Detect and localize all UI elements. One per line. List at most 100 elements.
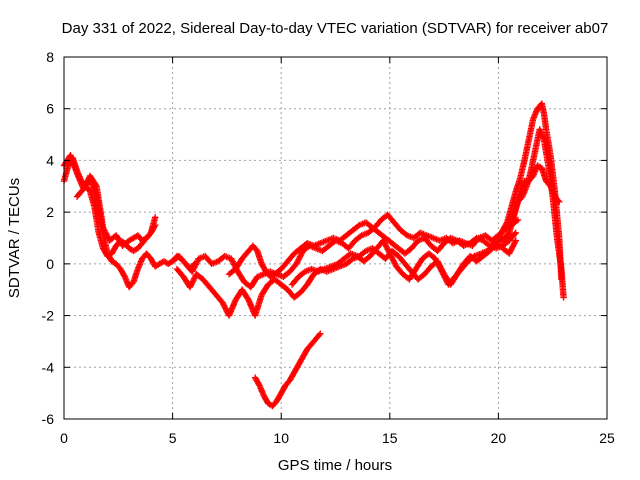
data-point — [383, 244, 391, 251]
data-point — [434, 259, 441, 267]
data-point — [384, 246, 391, 253]
data-point — [556, 198, 563, 205]
series-track-6 — [225, 219, 519, 280]
data-point — [560, 294, 567, 301]
data-point — [386, 250, 393, 257]
x-tick-label: 25 — [599, 430, 615, 446]
data-point — [192, 261, 199, 268]
y-tick-label: 0 — [46, 256, 54, 272]
x-tick-label: 20 — [491, 430, 507, 446]
data-point — [554, 197, 562, 204]
data-point — [293, 260, 300, 268]
data-point — [228, 255, 235, 262]
data-point — [438, 266, 445, 274]
data-point — [294, 257, 302, 265]
y-tick-label: 8 — [46, 49, 54, 65]
data-point — [512, 229, 519, 237]
data-point — [508, 244, 516, 251]
x-tick-label: 0 — [60, 430, 68, 446]
data-point — [220, 300, 227, 308]
data-point — [439, 269, 446, 277]
data-point — [391, 260, 399, 267]
data-point — [511, 238, 519, 246]
data-point — [293, 259, 301, 266]
data-point — [219, 299, 226, 306]
data-point — [441, 274, 449, 281]
data-point — [186, 283, 194, 291]
series-track-8 — [251, 330, 324, 410]
data-point — [228, 256, 236, 264]
data-point — [385, 248, 393, 256]
data-point — [220, 302, 228, 309]
axis-ticks: 0 5 10 15 20 25 -6 -4 -2 0 2 4 6 8 — [42, 49, 615, 446]
data-point — [438, 268, 446, 275]
data-point — [316, 331, 323, 339]
y-tick-label: -6 — [42, 411, 55, 427]
data-point — [435, 262, 443, 270]
x-tick-label: 15 — [382, 430, 398, 446]
data-point — [194, 258, 201, 265]
chart-title: Day 331 of 2022, Sidereal Day-to-day VTE… — [62, 20, 609, 37]
data-point — [389, 256, 396, 263]
data-point — [443, 277, 450, 284]
data-point — [387, 251, 394, 259]
data-point — [388, 254, 396, 262]
data-point — [229, 258, 236, 265]
data-point — [191, 275, 198, 282]
series-track-4 — [169, 211, 522, 291]
data-point — [189, 278, 197, 285]
data-point — [435, 261, 442, 268]
series-track-5 — [173, 237, 519, 319]
data-point — [189, 266, 197, 274]
x-tick-label: 10 — [273, 430, 289, 446]
data-point — [508, 246, 515, 253]
data-point — [432, 256, 440, 264]
data-point — [381, 240, 388, 247]
data-point — [190, 276, 197, 284]
data-point — [506, 248, 514, 256]
data-point — [298, 250, 305, 258]
y-tick-label: 6 — [46, 101, 54, 117]
x-tick-label: 5 — [169, 430, 177, 446]
data-point — [388, 253, 395, 260]
plot-frame — [63, 56, 608, 420]
data-point — [511, 240, 518, 247]
data-point — [296, 254, 303, 262]
data-point — [506, 250, 513, 257]
data-point — [509, 243, 517, 250]
data-point — [380, 238, 388, 246]
data-point — [390, 258, 398, 266]
data-point — [382, 241, 389, 249]
data-point — [188, 268, 196, 275]
data-point — [297, 252, 304, 259]
data-point — [437, 265, 444, 272]
data-point — [442, 275, 449, 282]
data-point — [187, 282, 194, 289]
series-track-2 — [60, 152, 159, 249]
data-point — [296, 253, 304, 260]
data-point — [222, 305, 229, 312]
data-point — [507, 247, 514, 254]
data-point — [380, 237, 387, 244]
data-point — [433, 258, 441, 265]
data-point — [230, 259, 237, 267]
data-point — [191, 264, 198, 271]
y-tick-label: -4 — [42, 359, 55, 375]
data-point — [221, 303, 228, 311]
y-axis-label: SDTVAR / TECUs — [6, 178, 23, 298]
y-tick-label: 2 — [46, 204, 54, 220]
data-point — [191, 262, 199, 270]
data-point — [432, 255, 439, 262]
data-point — [512, 237, 519, 244]
data-points — [60, 100, 567, 410]
data-point — [188, 281, 195, 288]
y-tick-label: 4 — [46, 152, 54, 168]
data-point — [440, 271, 447, 278]
data-point — [295, 256, 302, 263]
series-track-7 — [288, 232, 511, 288]
data-point — [385, 247, 392, 254]
data-point — [152, 214, 159, 221]
data-point — [188, 279, 196, 287]
series-track-11 — [508, 162, 563, 226]
